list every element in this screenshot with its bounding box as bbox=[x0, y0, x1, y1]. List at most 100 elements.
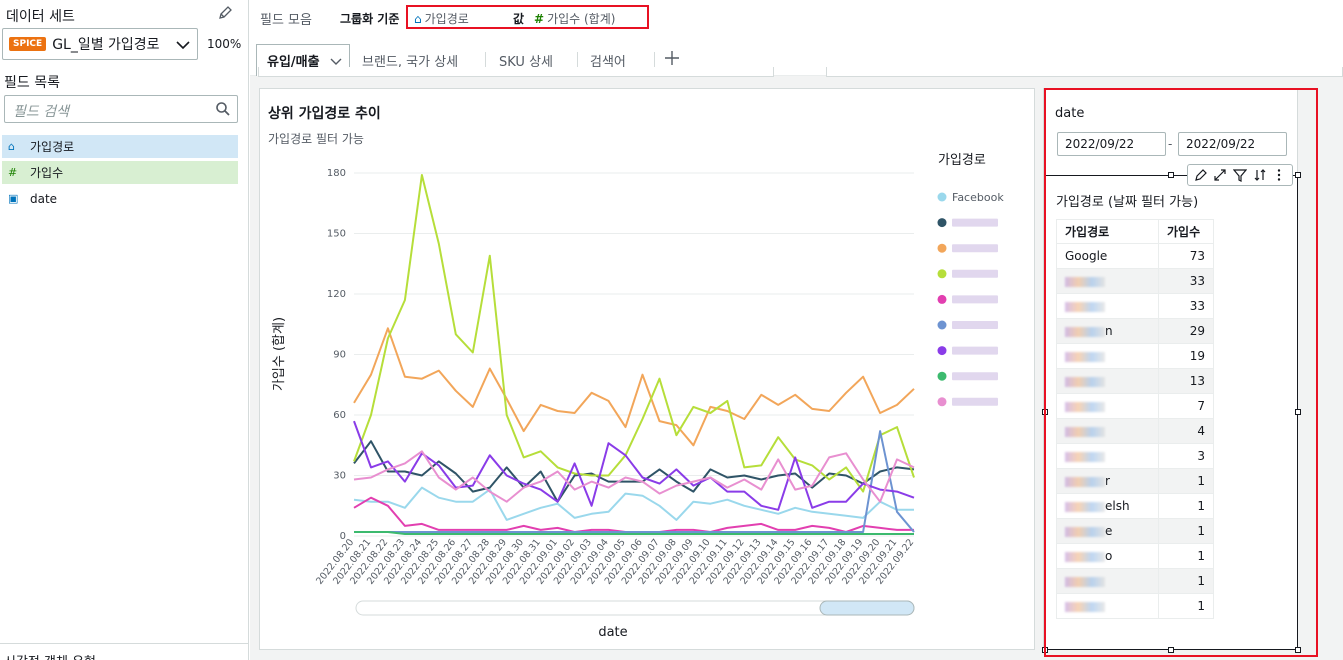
resize-handle[interactable] bbox=[1295, 172, 1301, 178]
resize-handle[interactable] bbox=[1295, 409, 1301, 415]
y-tick-label: 180 bbox=[327, 168, 346, 179]
measure-icon: # bbox=[8, 166, 18, 179]
spice-badge: SPICE bbox=[9, 37, 47, 51]
add-tab-icon[interactable] bbox=[664, 50, 680, 66]
pencil-icon[interactable] bbox=[1194, 168, 1208, 182]
table-row[interactable]: 1 bbox=[1056, 568, 1214, 594]
dimension-icon: ⌂ bbox=[414, 12, 422, 26]
x-axis-label: date bbox=[598, 625, 627, 640]
row-value: 33 bbox=[1158, 268, 1214, 294]
resize-handle[interactable] bbox=[1295, 647, 1301, 653]
field-name: 가입수 bbox=[30, 166, 64, 180]
chip-label: 가입경로 bbox=[424, 12, 469, 26]
legend-label-redacted bbox=[952, 244, 998, 253]
column-header[interactable]: 가입경로 bbox=[1056, 219, 1159, 244]
left-panel: 데이터 세트 SPICE GL_일별 가입경로 100% 필드 목록 필드 검색… bbox=[0, 0, 249, 660]
dimension-icon: ⌂ bbox=[8, 140, 15, 153]
field-item-signup-count[interactable]: # 가입수 bbox=[2, 161, 238, 184]
row-value: 29 bbox=[1158, 318, 1214, 344]
table-row[interactable]: 33 bbox=[1056, 293, 1214, 319]
swap-icon[interactable] bbox=[1253, 168, 1267, 182]
field-search-input[interactable]: 필드 검색 bbox=[4, 95, 238, 123]
series-line bbox=[353, 440, 915, 503]
pivot-table[interactable]: 가입경로 가입수 Google 73 33 33 n 29 19 13 7 4 3 r 1 elsh 1 e 1… bbox=[1056, 219, 1214, 619]
date-filter-label: date bbox=[1055, 106, 1085, 121]
row-value: 4 bbox=[1158, 418, 1214, 444]
table-row[interactable]: 4 bbox=[1056, 418, 1214, 444]
pencil-icon[interactable] bbox=[217, 5, 233, 21]
more-options-icon[interactable] bbox=[1272, 168, 1286, 182]
field-item-signup-path[interactable]: ⌂ 가입경로 bbox=[2, 135, 238, 158]
legend-swatch bbox=[937, 346, 947, 356]
table-row[interactable]: 3 bbox=[1056, 443, 1214, 469]
row-value: 1 bbox=[1158, 493, 1214, 519]
row-value: 33 bbox=[1158, 293, 1214, 319]
visual-edge bbox=[258, 67, 774, 77]
tab-separator bbox=[577, 52, 578, 68]
redacted-label bbox=[1065, 401, 1105, 412]
chevron-down-icon[interactable] bbox=[329, 54, 343, 68]
row-label-cell bbox=[1056, 343, 1159, 369]
date-from-input[interactable]: 2022/09/22 bbox=[1057, 132, 1166, 156]
row-value: 1 bbox=[1158, 518, 1214, 544]
table-row[interactable]: elsh 1 bbox=[1056, 493, 1214, 519]
y-tick-label: 120 bbox=[327, 289, 346, 300]
redacted-label bbox=[1065, 551, 1105, 562]
date-to-input[interactable]: 2022/09/22 bbox=[1178, 132, 1287, 156]
legend-swatch bbox=[937, 371, 947, 381]
row-label-cell bbox=[1056, 293, 1159, 319]
row-label: elsh bbox=[1105, 499, 1130, 513]
resize-handle[interactable] bbox=[1042, 409, 1048, 415]
row-label: e bbox=[1105, 524, 1113, 538]
resize-handle[interactable] bbox=[1042, 647, 1048, 653]
field-wells-title[interactable]: 필드 모음 bbox=[260, 13, 312, 28]
row-label-cell bbox=[1056, 443, 1159, 469]
visual-edge bbox=[826, 67, 1343, 77]
chip-label: 가입수 (합계) bbox=[547, 12, 616, 26]
date-separator: - bbox=[1168, 137, 1173, 151]
field-wells-highlight: ⌂ 가입경로 값 # 가입수 (합계) bbox=[406, 5, 649, 29]
search-icon bbox=[216, 102, 230, 116]
y-tick-label: 30 bbox=[333, 471, 346, 482]
table-row[interactable]: 1 bbox=[1056, 593, 1214, 619]
measure-icon: # bbox=[534, 12, 545, 26]
column-header[interactable]: 가입수 bbox=[1158, 219, 1214, 244]
dataset-select[interactable]: SPICE GL_일별 가입경로 bbox=[2, 28, 198, 60]
group-by-field-chip[interactable]: ⌂ 가입경로 bbox=[414, 10, 469, 27]
search-placeholder: 필드 검색 bbox=[13, 104, 69, 120]
range-scrollbar-thumb bbox=[819, 600, 915, 616]
resize-handle[interactable] bbox=[1168, 172, 1174, 178]
table-row[interactable]: n 29 bbox=[1056, 318, 1214, 344]
tab-sku[interactable]: SKU 상세 bbox=[499, 54, 553, 70]
resize-handle[interactable] bbox=[1168, 647, 1174, 653]
row-label-cell: o bbox=[1056, 543, 1159, 569]
row-label: n bbox=[1105, 324, 1113, 338]
filter-icon[interactable] bbox=[1232, 168, 1247, 182]
legend-swatch bbox=[937, 397, 947, 407]
tab-label: 유입/매출 bbox=[267, 55, 320, 70]
value-field-chip[interactable]: # 가입수 (합계) bbox=[534, 10, 615, 27]
line-chart-visual[interactable]: 상위 가입경로 추이 가입경로 필터 가능 0 30 60 90 120 150 180 20… bbox=[259, 88, 1035, 650]
legend-swatch bbox=[937, 294, 947, 304]
field-item-date[interactable]: ▣ date bbox=[2, 187, 238, 210]
series-line bbox=[353, 174, 915, 493]
y-tick-label: 90 bbox=[333, 350, 346, 361]
table-row[interactable]: Google 73 bbox=[1056, 243, 1214, 269]
table-row[interactable]: 13 bbox=[1056, 368, 1214, 394]
row-label-cell: elsh bbox=[1056, 493, 1159, 519]
redacted-label bbox=[1065, 376, 1105, 387]
divider bbox=[0, 643, 249, 644]
tab-separator bbox=[654, 52, 655, 68]
tab-search-terms[interactable]: 검색어 bbox=[590, 54, 626, 70]
expand-icon[interactable] bbox=[1213, 168, 1227, 182]
group-by-label: 그룹화 기준 bbox=[340, 12, 400, 26]
tab-brand-country[interactable]: 브랜드, 국가 상세 bbox=[362, 54, 459, 70]
table-row[interactable]: 33 bbox=[1056, 268, 1214, 294]
row-label-cell bbox=[1056, 418, 1159, 444]
table-row[interactable]: 19 bbox=[1056, 343, 1214, 369]
row-value: 1 bbox=[1158, 568, 1214, 594]
table-row[interactable]: 7 bbox=[1056, 393, 1214, 419]
